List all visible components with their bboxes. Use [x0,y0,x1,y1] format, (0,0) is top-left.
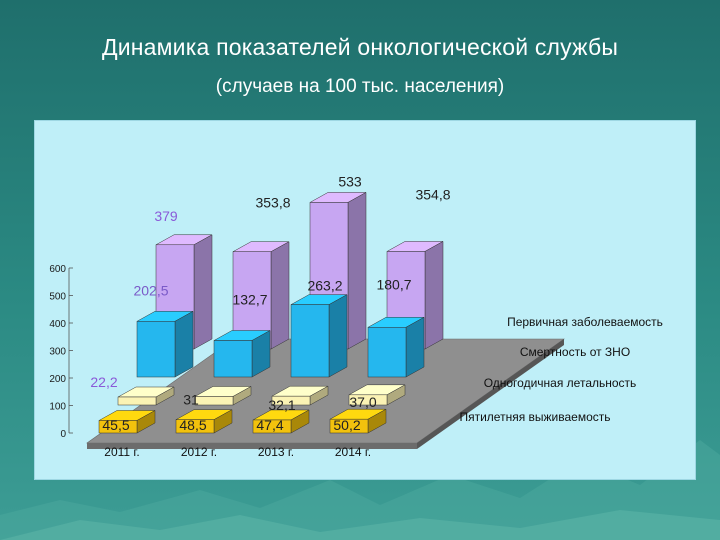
bar [136,310,194,378]
chart-svg: 0 100 200 300 400 500 600 379 353,8 533 354,8 202,… [49,173,663,459]
data-label: 353,8 [255,195,290,211]
data-labels: 379 353,8 533 354,8 202,5 132,7 263,2 180,7 22,2… [90,173,450,433]
bar [290,294,348,378]
data-label: 132,7 [232,292,267,308]
slide-title: Динамика показателей онкологической служ… [101,34,619,60]
bar-side [193,234,213,350]
bar [329,408,387,434]
data-label: 50,2 [333,417,360,433]
bar [98,410,156,434]
y-axis: 0 100 200 300 400 500 600 [49,264,73,440]
legend-entry: Одногодичная летальность [484,376,637,390]
bar-side [270,241,290,350]
bar-front [117,396,157,406]
data-label: 37,0 [349,394,376,410]
chart-panel: 0 100 200 300 400 500 600 379 353,8 533 354,8 202,… [34,120,696,480]
x-tick-label: 2013 г. [258,445,294,459]
bar-side [347,192,367,350]
data-label: 48,5 [179,417,206,433]
data-label: 45,5 [102,417,129,433]
legend: Первичная заболеваемость Смертность от ЗН… [459,315,662,424]
y-tick-label: 400 [49,319,66,330]
bar [213,330,271,378]
bar-front [194,396,234,406]
bar-front [213,340,253,378]
bars [98,192,444,434]
bar-front [290,304,330,378]
x-tick-label: 2012 г. [181,445,217,459]
bar-side [405,316,425,378]
slide-subtitle: (случаев на 100 тыс. населения) [215,76,505,97]
bar-front [271,395,311,406]
mountain-decoration [0,440,720,540]
y-tick-label: 300 [49,347,66,358]
bar-front [329,418,369,434]
chart-floor-side [417,339,564,449]
bar-front [136,321,176,378]
bar [252,409,310,434]
legend-entry: Пятилетняя выживаемость [459,410,610,424]
bar [367,316,425,378]
bar-front [98,420,138,434]
legend-entry: Первичная заболеваемость [507,315,663,329]
bar-front [348,394,388,406]
data-label: 180,7 [376,276,411,292]
y-tick-label: 200 [49,374,66,385]
bar-side [424,241,444,350]
x-axis: 2011 г. 2012 г. 2013 г. 2014 г. [104,445,371,459]
x-tick-label: 2014 г. [335,445,371,459]
bar [117,386,175,406]
bar-side [174,310,194,378]
y-tick-label: 600 [49,264,66,275]
data-label: 202,5 [133,282,168,298]
bar-front [175,419,215,434]
data-label: 379 [154,208,178,224]
y-tick-label: 0 [60,429,66,440]
data-label: 354,8 [415,186,450,202]
data-label: 47,4 [256,417,283,433]
bar-front [252,419,292,434]
data-label: 263,2 [307,278,342,294]
data-label: 31 [183,391,199,407]
bar [271,385,329,406]
bar-front [367,327,407,378]
bar [348,384,406,406]
data-label: 22,2 [90,374,117,390]
data-label: 32,1 [268,397,295,413]
bar-side [328,294,348,378]
chart-floor-front [87,443,417,449]
data-label: 533 [338,173,362,189]
bar [194,386,252,406]
y-tick-label: 100 [49,402,66,413]
x-tick-label: 2011 г. [104,445,139,459]
legend-entry: Смертность от ЗНО [520,345,630,359]
bar [175,409,233,434]
y-tick-label: 500 [49,292,66,303]
